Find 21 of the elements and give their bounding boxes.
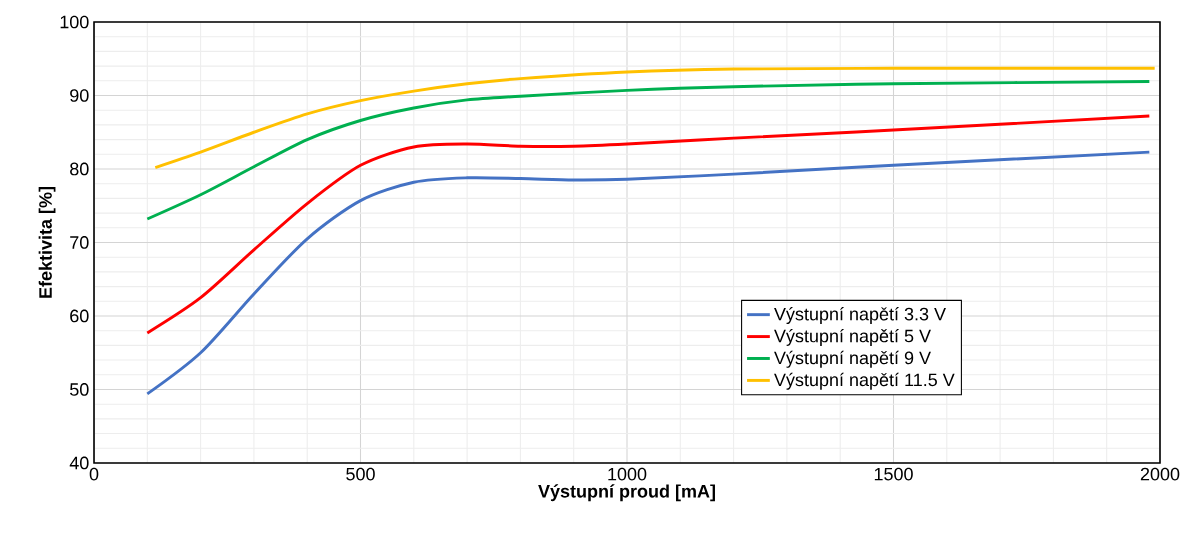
x-tick-label: 2000 (1140, 467, 1180, 481)
line-series (153, 66, 1157, 169)
x-tick-label: 1000 (608, 467, 647, 481)
y-axis-title: Efektivita [%] (38, 187, 56, 298)
line-series (145, 80, 1151, 221)
legend-label: Výstupní napětí 9 V (774, 350, 931, 368)
x-tick-label: 500 (346, 467, 375, 481)
legend-label: Výstupní napětí 3.3 V (774, 307, 946, 325)
legend-label: Výstupní napětí 11.5 V (774, 372, 955, 390)
y-tick-label: 50 (69, 383, 89, 396)
y-tick-label: 90 (70, 89, 89, 102)
y-tick-label: 100 (60, 15, 89, 29)
y-tick-label: 60 (70, 309, 89, 323)
x-tick-label: 1500 (874, 467, 913, 481)
y-tick-label: 40 (69, 456, 89, 470)
line-series (145, 150, 1151, 396)
legend-label: Výstupní napětí 5 V (774, 328, 931, 346)
x-tick-label: 0 (89, 467, 99, 481)
y-tick-label: 70 (70, 236, 89, 249)
y-tick-label: 80 (70, 162, 89, 176)
x-axis-title: Výstupní proud [mA] (538, 484, 715, 502)
